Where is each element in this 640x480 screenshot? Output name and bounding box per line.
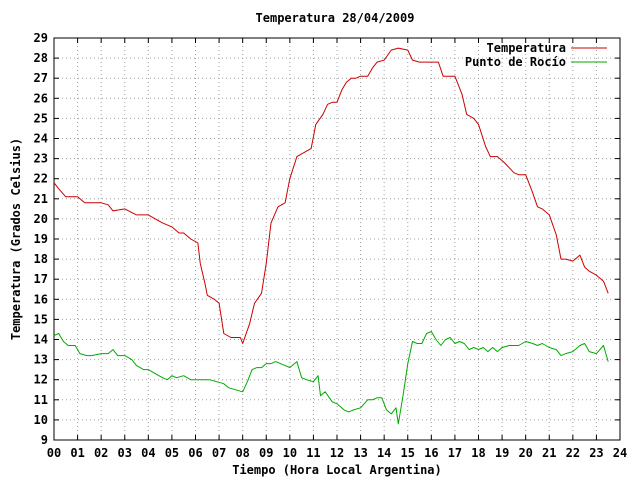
x-tick-label: 11 xyxy=(306,446,320,460)
x-tick-label: 02 xyxy=(94,446,108,460)
y-tick-label: 10 xyxy=(34,413,48,427)
x-tick-label: 01 xyxy=(70,446,84,460)
x-tick-label: 19 xyxy=(495,446,509,460)
x-tick-label: 23 xyxy=(589,446,603,460)
y-tick-label: 19 xyxy=(34,232,48,246)
y-tick-label: 29 xyxy=(34,31,48,45)
y-tick-label: 27 xyxy=(34,71,48,85)
y-tick-label: 11 xyxy=(34,393,48,407)
y-tick-label: 26 xyxy=(34,91,48,105)
y-tick-label: 9 xyxy=(41,433,48,447)
y-tick-label: 14 xyxy=(34,333,48,347)
series-line-temperatura xyxy=(53,47,609,344)
y-tick-label: 28 xyxy=(34,51,48,65)
series-lines xyxy=(53,47,609,425)
x-tick-label: 22 xyxy=(566,446,580,460)
y-tick-label: 15 xyxy=(34,312,48,326)
x-tick-label: 15 xyxy=(401,446,415,460)
axis-ticks: 9 10 11 12 13 14 15 16 17 18 19 20 21 22 23 24 25 26 27 28 2… xyxy=(34,31,628,460)
x-tick-label: 06 xyxy=(188,446,202,460)
x-tick-label: 18 xyxy=(471,446,485,460)
x-tick-label: 12 xyxy=(330,446,344,460)
x-tick-label: 20 xyxy=(518,446,532,460)
x-tick-label: 08 xyxy=(235,446,249,460)
y-tick-label: 17 xyxy=(34,272,48,286)
y-tick-label: 13 xyxy=(34,353,48,367)
x-tick-label: 13 xyxy=(353,446,367,460)
x-tick-label: 10 xyxy=(283,446,297,460)
y-tick-label: 18 xyxy=(34,252,48,266)
x-tick-label: 05 xyxy=(165,446,179,460)
legend-label: Temperatura xyxy=(487,41,566,55)
y-tick-label: 24 xyxy=(34,132,48,146)
x-tick-label: 24 xyxy=(613,446,627,460)
grid xyxy=(54,38,620,440)
x-tick-label: 07 xyxy=(212,446,226,460)
y-tick-label: 12 xyxy=(34,373,48,387)
y-tick-label: 21 xyxy=(34,192,48,206)
x-tick-label: 17 xyxy=(448,446,462,460)
x-tick-label: 03 xyxy=(118,446,132,460)
x-tick-label: 04 xyxy=(141,446,155,460)
y-tick-label: 20 xyxy=(34,212,48,226)
y-tick-label: 22 xyxy=(34,172,48,186)
chart-title: Temperatura 28/04/2009 xyxy=(256,11,415,25)
y-axis-label: Temperatura (Grados Celsius) xyxy=(9,138,23,340)
y-tick-label: 25 xyxy=(34,111,48,125)
x-axis-label: Tiempo (Hora Local Argentina) xyxy=(232,463,442,477)
y-tick-label: 16 xyxy=(34,292,48,306)
x-tick-label: 21 xyxy=(542,446,556,460)
legend-label: Punto de Rocío xyxy=(465,55,566,69)
x-tick-label: 09 xyxy=(259,446,273,460)
x-tick-label: 14 xyxy=(377,446,391,460)
y-tick-label: 23 xyxy=(34,152,48,166)
x-tick-label: 00 xyxy=(47,446,61,460)
x-tick-label: 16 xyxy=(424,446,438,460)
series-line-punto-de-rocio xyxy=(53,331,609,425)
